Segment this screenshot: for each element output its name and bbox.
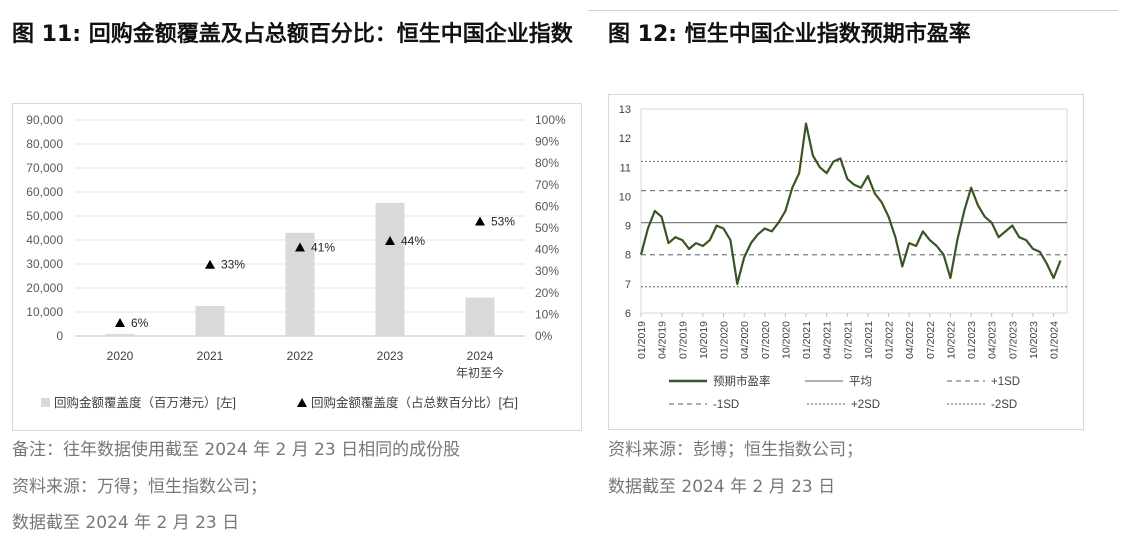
y-axis-tick-label: 8 — [625, 250, 631, 262]
right-axis-tick-label: 20% — [535, 286, 559, 300]
right-axis-tick-label: 40% — [535, 243, 559, 257]
x-axis-tick-label: 04/2020 — [739, 321, 751, 359]
right-axis-tick-label: 10% — [535, 307, 559, 321]
category-label: 2024 — [467, 349, 494, 363]
right-axis-tick-label: 100% — [535, 113, 566, 127]
percent-data-label: 53% — [491, 215, 515, 229]
legend-label: +2SD — [851, 399, 880, 411]
x-axis-tick-label: 01/2021 — [801, 321, 813, 359]
bar — [195, 306, 225, 336]
left-axis-tick-label: 10,000 — [26, 305, 63, 319]
x-axis-tick-label: 10/2023 — [1028, 321, 1040, 359]
y-axis-tick-label: 13 — [619, 104, 631, 116]
bar — [465, 297, 495, 336]
x-axis-tick-label: 01/2024 — [1049, 321, 1061, 359]
category-label: 2021 — [197, 349, 224, 363]
top-divider — [588, 10, 1118, 11]
legend-label: 平均 — [849, 375, 872, 388]
left-axis-tick-label: 90,000 — [26, 113, 63, 127]
right-axis-tick-label: 70% — [535, 178, 559, 192]
y-axis-tick-label: 7 — [625, 279, 631, 291]
legend-label: +1SD — [991, 376, 1020, 388]
x-axis-tick-label: 10/2021 — [863, 321, 875, 359]
y-axis-tick-label: 11 — [620, 162, 631, 174]
x-axis-tick-label: 01/2022 — [884, 321, 896, 359]
x-axis-tick-label: 10/2019 — [698, 321, 710, 359]
right-axis-tick-label: 0% — [535, 329, 553, 343]
y-axis-tick-label: 9 — [625, 221, 631, 233]
left-axis-tick-label: 20,000 — [26, 281, 63, 295]
left-axis-tick-label: 30,000 — [26, 257, 63, 271]
left-axis-tick-label: 40,000 — [26, 233, 63, 247]
left-axis-tick-label: 70,000 — [26, 161, 63, 175]
percent-data-label: 33% — [221, 258, 245, 272]
percent-data-label: 41% — [311, 240, 335, 254]
x-axis-tick-label: 07/2021 — [842, 321, 854, 359]
category-label: 2022 — [287, 349, 314, 363]
x-axis-tick-label: 07/2019 — [677, 321, 689, 359]
x-axis-tick-label: 04/2023 — [987, 321, 999, 359]
buyback-chart-frame: 0 10,000 20,000 30,000 40,000 50,000 60,000 70,… — [12, 103, 582, 431]
left-axis-tick-label: 80,000 — [26, 137, 63, 151]
plot-area — [640, 108, 1068, 314]
category-label: 年初至今 — [456, 365, 504, 380]
percent-marker — [295, 242, 305, 252]
x-axis-tick-label: 04/2019 — [657, 321, 669, 359]
x-axis-tick-label: 01/2023 — [966, 321, 978, 359]
bar — [105, 334, 135, 336]
right-axis-tick-label: 30% — [535, 264, 559, 278]
x-axis-tick-label: 07/2020 — [760, 321, 772, 359]
legend-label: -1SD — [713, 399, 739, 411]
category-label: 2023 — [377, 349, 404, 363]
x-axis-tick-label: 07/2023 — [1007, 321, 1019, 359]
right-axis-tick-label: 80% — [535, 156, 559, 170]
right-axis-tick-label: 50% — [535, 221, 559, 235]
left-axis-tick-label: 0 — [56, 329, 63, 343]
legend-bar-swatch — [41, 398, 50, 407]
fig12-note-2: 数据截至 2024 年 2 月 23 日 — [608, 477, 836, 497]
percent-marker — [115, 318, 125, 328]
buyback-chart: 0 10,000 20,000 30,000 40,000 50,000 60,000 70,… — [26, 113, 566, 410]
pe-chart-frame: 6 7 8 9 10 11 12 13 01/2019 04/2019 07/2019 10/2019… — [608, 94, 1084, 430]
percent-marker — [205, 259, 215, 269]
percent-data-label: 6% — [131, 316, 149, 330]
fig11-note-3: 数据截至 2024 年 2 月 23 日 — [12, 513, 240, 533]
bar — [375, 202, 405, 336]
right-axis-tick-label: 60% — [535, 199, 559, 213]
legend-label: 预期市盈率 — [713, 374, 771, 388]
x-axis-tick-label: 01/2020 — [719, 321, 731, 359]
legend-label: -2SD — [991, 399, 1017, 411]
percent-data-label: 44% — [401, 234, 425, 248]
pe-chart: 6 7 8 9 10 11 12 13 01/2019 04/2019 07/2019 10/2019… — [619, 104, 1068, 411]
fig11-note-2: 资料来源：万得；恒生指数公司； — [12, 477, 267, 497]
figure-12-title: 图 12: 恒生中国企业指数预期市盈率 — [608, 22, 971, 47]
x-axis-tick-label: 01/2019 — [636, 321, 648, 359]
left-axis-tick-label: 50,000 — [26, 209, 63, 223]
legend-bar-label: 回购金额覆盖度（百万港元）[左] — [54, 395, 236, 410]
y-axis-tick-label: 10 — [619, 191, 631, 203]
x-axis-tick-label: 07/2022 — [925, 321, 937, 359]
legend-percent-label: 回购金额覆盖度（占总数百分比）[右] — [311, 395, 518, 410]
left-axis-tick-label: 60,000 — [26, 185, 63, 199]
fig11-note-1: 备注：往年数据使用截至 2024 年 2 月 23 日相同的成份股 — [12, 440, 461, 460]
percent-marker — [475, 216, 485, 226]
x-axis-tick-label: 10/2020 — [780, 321, 792, 359]
x-axis-tick-label: 04/2022 — [904, 321, 916, 359]
y-axis-tick-label: 6 — [625, 308, 631, 320]
category-label: 2020 — [107, 349, 134, 363]
x-axis-tick-label: 04/2021 — [822, 321, 834, 359]
x-axis-tick-label: 10/2022 — [945, 321, 957, 359]
y-axis-tick-label: 12 — [619, 133, 631, 145]
legend-triangle-marker — [297, 398, 307, 407]
fig12-note-1: 资料来源：彭博；恒生指数公司； — [608, 440, 863, 460]
figure-11-title: 图 11: 回购金额覆盖及占总额百分比：恒生中国企业指数 — [12, 22, 573, 47]
right-axis-tick-label: 90% — [535, 135, 559, 149]
pe-series-line — [639, 122, 1062, 285]
percent-marker — [385, 235, 395, 245]
